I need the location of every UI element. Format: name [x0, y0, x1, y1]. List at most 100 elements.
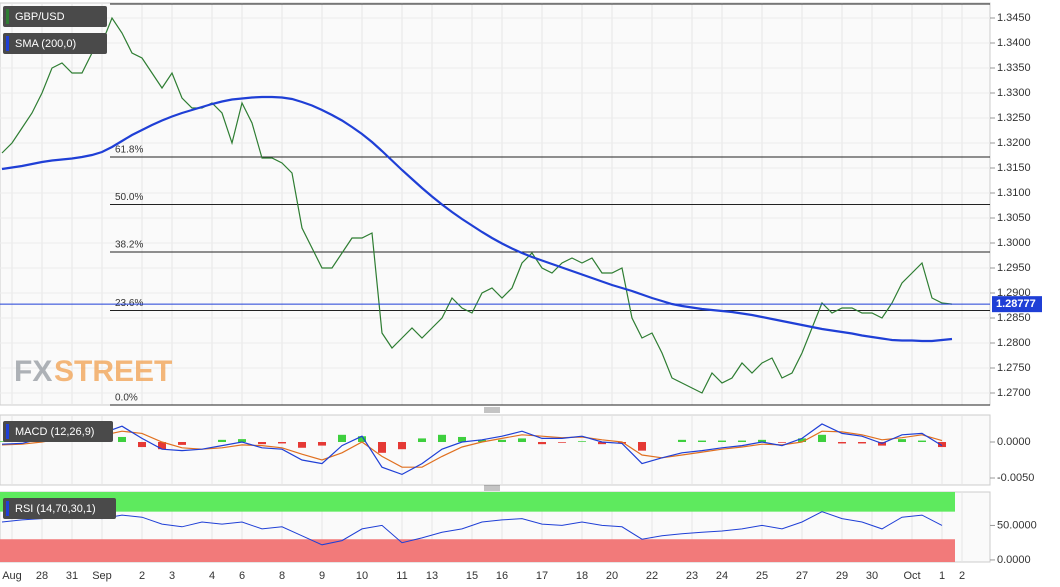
watermark: FX: [14, 355, 52, 388]
macd-line: [1, 423, 943, 476]
x-tick-label: 2: [959, 570, 965, 582]
histogram-bar: [798, 438, 806, 443]
x-tick-label: 23: [686, 570, 698, 582]
y-tick-label: 1.3100: [997, 187, 1031, 199]
histogram-bar: [118, 436, 126, 443]
legend-label: SMA (200,0): [15, 38, 76, 50]
histogram-bar: [258, 442, 266, 445]
histogram-bar: [518, 438, 526, 443]
histogram-bar: [918, 440, 926, 443]
legend-swatch: [6, 424, 9, 439]
histogram-bar: [558, 442, 566, 443]
histogram-bar: [678, 439, 686, 443]
x-tick-label: 17: [536, 570, 548, 582]
histogram-bar: [818, 434, 826, 443]
fib-label: 38.2%: [115, 240, 143, 251]
x-tick-label: 29: [836, 570, 848, 582]
x-tick-label: 1: [939, 570, 945, 582]
x-tick-label: 4: [209, 570, 215, 582]
histogram-bar: [778, 442, 786, 443]
y-tick-label: -0.0050: [997, 472, 1034, 484]
fib-label: 50.0%: [115, 192, 143, 203]
x-tick-label: 3: [169, 570, 175, 582]
y-tick-label: 1.3350: [997, 62, 1031, 74]
histogram-bar: [278, 442, 286, 444]
x-tick-label: 10: [356, 570, 368, 582]
sma-line: [1, 95, 953, 343]
y-tick-label: 1.3000: [997, 237, 1031, 249]
y-tick-label: 1.3150: [997, 162, 1031, 174]
histogram-bar: [718, 440, 726, 443]
histogram-bar: [458, 436, 466, 443]
y-tick-label: 1.2900: [997, 287, 1031, 299]
x-tick-label: 20: [606, 570, 618, 582]
histogram-bar: [598, 442, 606, 445]
histogram-bar: [338, 434, 346, 443]
y-tick-label: 1.3050: [997, 212, 1031, 224]
histogram-bar: [418, 438, 426, 443]
x-tick-label: 22: [646, 570, 658, 582]
legend-swatch: [6, 36, 9, 51]
histogram-bar: [378, 442, 386, 453]
y-tick-label: 0.0000: [997, 554, 1031, 566]
histogram-bar: [358, 436, 366, 443]
histogram-bar: [618, 442, 626, 444]
fib-label: 23.6%: [115, 298, 143, 309]
y-tick-label: 1.2850: [997, 312, 1031, 324]
legend-box: [3, 6, 107, 27]
legend-swatch: [6, 9, 9, 24]
x-tick-label: 18: [576, 570, 588, 582]
y-tick-label: 1.3400: [997, 37, 1031, 49]
x-tick-label: 16: [496, 570, 508, 582]
x-tick-label: 24: [716, 570, 728, 582]
x-tick-label: 6: [239, 570, 245, 582]
resize-handle[interactable]: [484, 407, 500, 491]
x-tick-label: Oct: [903, 570, 920, 582]
histogram-bar: [238, 439, 246, 443]
legend-box: [3, 421, 113, 442]
legend-swatch: [6, 501, 9, 516]
x-tick-label: 28: [36, 570, 48, 582]
histogram-bar: [638, 442, 646, 451]
x-tick-label: 30: [866, 570, 878, 582]
histogram-bar: [0, 441, 6, 443]
y-tick-label: 1.2750: [997, 362, 1031, 374]
x-tick-label: 13: [426, 570, 438, 582]
legend-box: [3, 498, 116, 519]
x-tick-label: 8: [279, 570, 285, 582]
y-tick-label: 1.3450: [997, 12, 1031, 24]
histogram-bar: [478, 439, 486, 443]
y-tick-label: 1.3200: [997, 137, 1031, 149]
histogram-bar: [398, 442, 406, 450]
fib-label: 100.0%: [115, 0, 149, 3]
x-tick-label: Aug: [2, 570, 22, 582]
oversold-zone: [0, 539, 955, 562]
histogram-bar: [218, 439, 226, 443]
legend-label: MACD (12,26,9): [15, 426, 94, 438]
legend-label: RSI (14,70,30,1): [15, 503, 96, 515]
histogram-bar: [758, 439, 766, 443]
y-tick-label: 1.2950: [997, 262, 1031, 274]
fib-label: 61.8%: [115, 145, 143, 156]
histogram-bar: [158, 442, 166, 450]
y-tick-label: 0.0000: [997, 436, 1031, 448]
x-tick-label: 15: [466, 570, 478, 582]
y-tick-label: 1.3250: [997, 112, 1031, 124]
histogram-bar: [938, 442, 946, 448]
y-tick-label: 50.0000: [997, 519, 1037, 531]
histogram-bar: [898, 439, 906, 443]
histogram-bar: [698, 440, 706, 443]
x-tick-label: 9: [319, 570, 325, 582]
x-tick-label: 11: [396, 570, 407, 582]
price-line: [1, 16, 953, 394]
histogram-bar: [178, 442, 186, 445]
rsi-line: [1, 511, 943, 546]
histogram-bar: [318, 442, 326, 446]
fib-label: 0.0%: [115, 393, 138, 404]
histogram-bar: [138, 442, 146, 448]
histogram-bar: [498, 439, 506, 443]
histogram-bar: [738, 440, 746, 443]
legend-label: GBP/USD: [15, 11, 65, 23]
histogram-bar: [298, 442, 306, 448]
